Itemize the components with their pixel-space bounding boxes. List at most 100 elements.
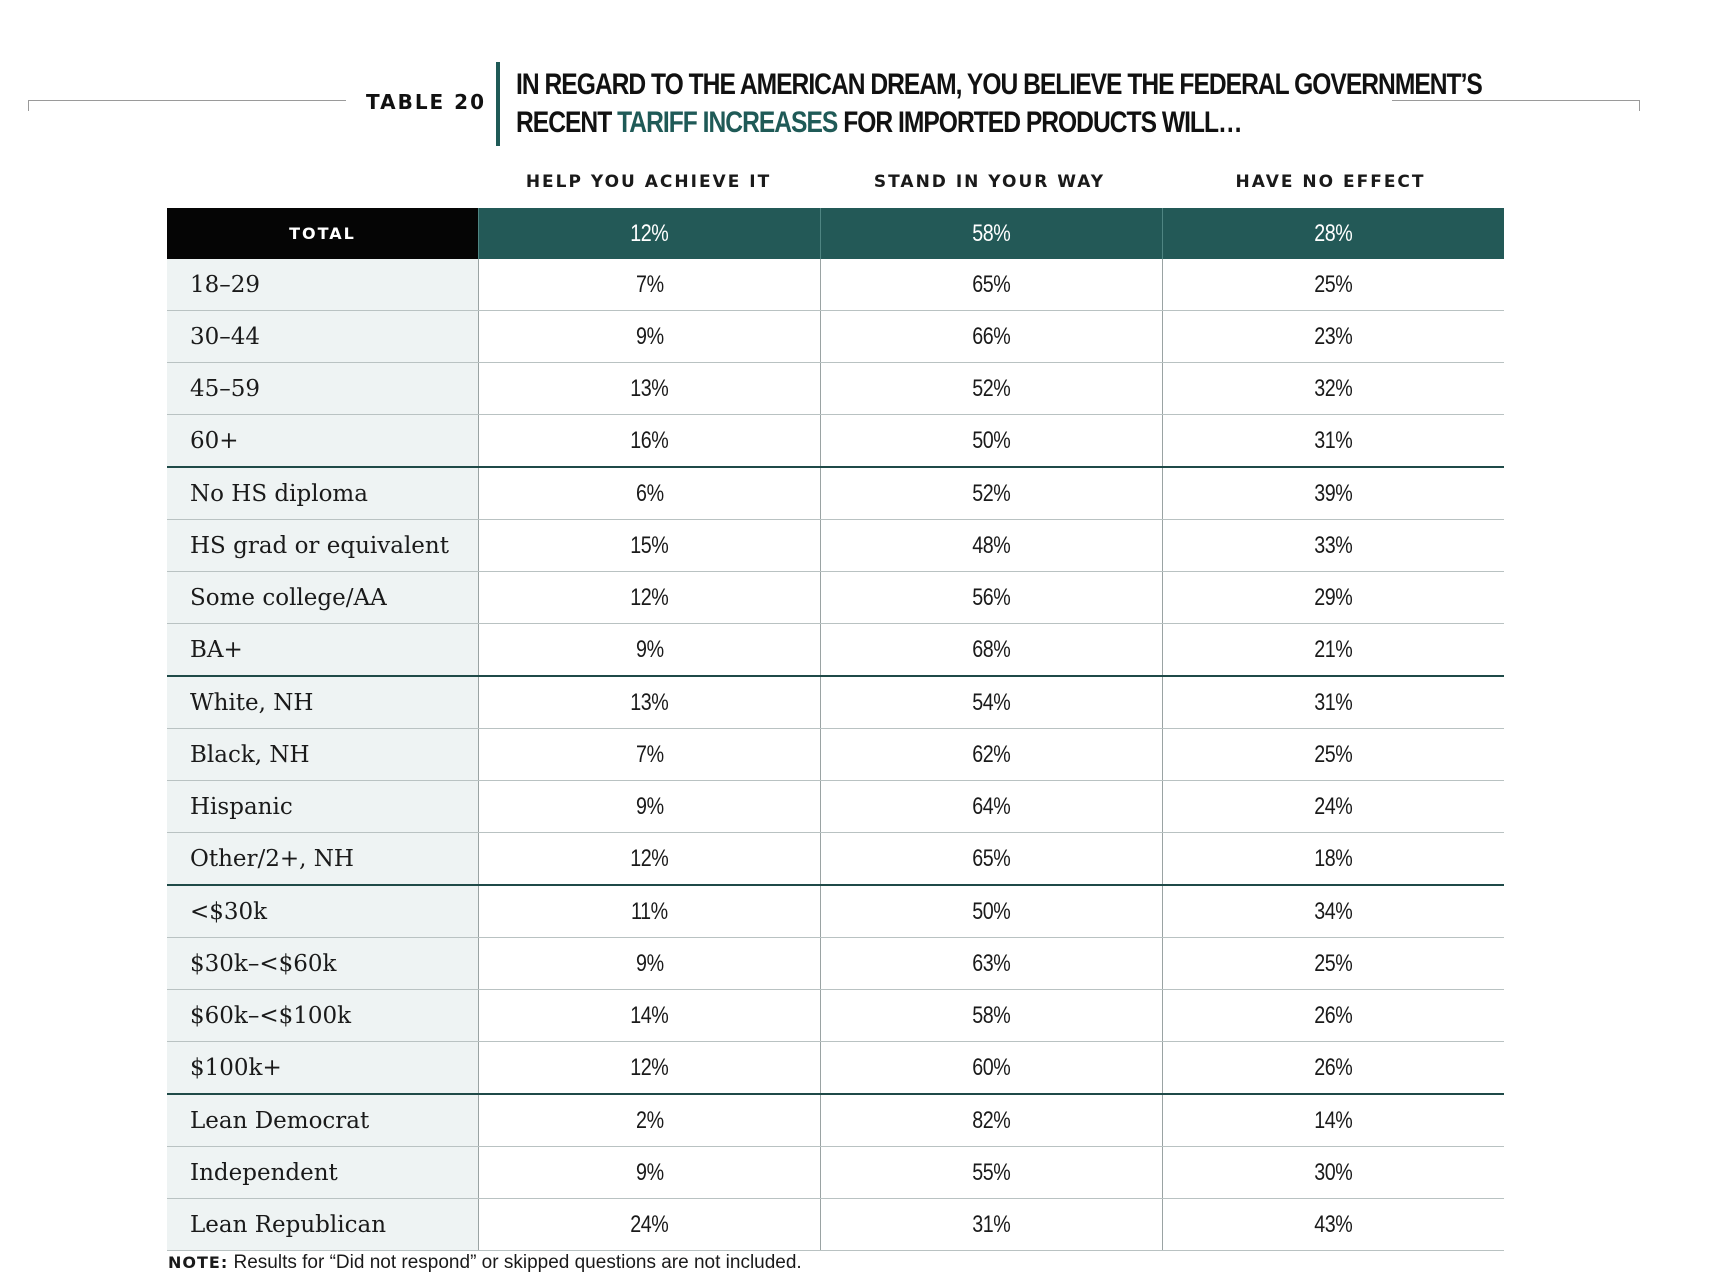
row-label: Hispanic bbox=[167, 780, 479, 833]
cell-help: 12% bbox=[478, 1041, 821, 1095]
row-label: Lean Democrat bbox=[167, 1094, 479, 1147]
title-accent-bar bbox=[496, 62, 500, 146]
row-label: Lean Republican bbox=[167, 1198, 479, 1251]
total-value-stand-in-way: 58% bbox=[820, 208, 1163, 259]
cell-help: 7% bbox=[478, 259, 821, 311]
cell-stand-in-way: 66% bbox=[820, 310, 1163, 363]
footnote: NOTE: Results for “Did not respond” or s… bbox=[168, 1252, 802, 1274]
cell-stand-in-way: 48% bbox=[820, 519, 1163, 572]
cell-stand-in-way: 52% bbox=[820, 467, 1163, 520]
cell-no-effect: 31% bbox=[1162, 414, 1504, 468]
title-line-2-prefix: RECENT bbox=[516, 106, 618, 139]
column-header-stand-in-way: STAND IN YOUR WAY bbox=[873, 172, 1106, 192]
cell-help: 13% bbox=[478, 362, 821, 415]
cell-no-effect: 21% bbox=[1162, 623, 1504, 677]
column-headers: HELP YOU ACHIEVE IT STAND IN YOUR WAY HA… bbox=[478, 172, 1502, 202]
table-number: TABLE 20 bbox=[366, 90, 487, 114]
cell-stand-in-way: 55% bbox=[820, 1146, 1163, 1199]
table-row: Lean Republican 24% 31% 43% bbox=[167, 1198, 1504, 1251]
cell-stand-in-way: 60% bbox=[820, 1041, 1163, 1095]
row-label: 18–29 bbox=[167, 259, 479, 311]
row-label: HS grad or equivalent bbox=[167, 519, 479, 572]
row-label: $60k–<$100k bbox=[167, 989, 479, 1042]
table-row: $60k–<$100k 14% 58% 26% bbox=[167, 989, 1504, 1042]
cell-help: 9% bbox=[478, 310, 821, 363]
cell-no-effect: 25% bbox=[1162, 937, 1504, 990]
cell-help: 15% bbox=[478, 519, 821, 572]
cell-no-effect: 18% bbox=[1162, 832, 1504, 886]
cell-help: 13% bbox=[478, 676, 821, 729]
row-label: 30–44 bbox=[167, 310, 479, 363]
table-title: IN REGARD TO THE AMERICAN DREAM, YOU BEL… bbox=[516, 66, 1483, 142]
cell-help: 12% bbox=[478, 832, 821, 886]
total-label: TOTAL bbox=[167, 208, 479, 259]
cell-help: 16% bbox=[478, 414, 821, 468]
cell-no-effect: 24% bbox=[1162, 780, 1504, 833]
cell-no-effect: 26% bbox=[1162, 1041, 1504, 1095]
cell-stand-in-way: 52% bbox=[820, 362, 1163, 415]
header-rule-left bbox=[28, 100, 346, 111]
cell-stand-in-way: 56% bbox=[820, 571, 1163, 624]
cell-stand-in-way: 50% bbox=[820, 885, 1163, 938]
cell-no-effect: 14% bbox=[1162, 1094, 1504, 1147]
table-row: $30k–<$60k 9% 63% 25% bbox=[167, 937, 1504, 990]
cell-stand-in-way: 65% bbox=[820, 259, 1163, 311]
cell-stand-in-way: 63% bbox=[820, 937, 1163, 990]
row-label: Independent bbox=[167, 1146, 479, 1199]
row-label: 60+ bbox=[167, 414, 479, 468]
cell-stand-in-way: 58% bbox=[820, 989, 1163, 1042]
row-label: $30k–<$60k bbox=[167, 937, 479, 990]
cell-help: 9% bbox=[478, 780, 821, 833]
title-line-1: IN REGARD TO THE AMERICAN DREAM, YOU BEL… bbox=[516, 68, 1483, 101]
title-line-2: RECENT TARIFF INCREASES FOR IMPORTED PRO… bbox=[516, 104, 1243, 142]
cell-no-effect: 29% bbox=[1162, 571, 1504, 624]
table-row: HS grad or equivalent 15% 48% 33% bbox=[167, 519, 1504, 572]
row-label: $100k+ bbox=[167, 1041, 479, 1095]
cell-stand-in-way: 68% bbox=[820, 623, 1163, 677]
table-row: Some college/AA 12% 56% 29% bbox=[167, 571, 1504, 624]
cell-no-effect: 43% bbox=[1162, 1198, 1504, 1251]
table-row: $100k+ 12% 60% 26% bbox=[167, 1041, 1504, 1095]
table-row: Independent 9% 55% 30% bbox=[167, 1146, 1504, 1199]
cell-no-effect: 25% bbox=[1162, 728, 1504, 781]
cell-help: 9% bbox=[478, 937, 821, 990]
cell-no-effect: 39% bbox=[1162, 467, 1504, 520]
row-label: Some college/AA bbox=[167, 571, 479, 624]
table-row: 60+ 16% 50% 31% bbox=[167, 414, 1504, 468]
total-row: TOTAL 12% 58% 28% bbox=[167, 208, 1504, 259]
row-label: No HS diploma bbox=[167, 467, 479, 520]
cell-stand-in-way: 82% bbox=[820, 1094, 1163, 1147]
table-row: Hispanic 9% 64% 24% bbox=[167, 780, 1504, 833]
cell-help: 14% bbox=[478, 989, 821, 1042]
column-header-help: HELP YOU ACHIEVE IT bbox=[525, 172, 772, 192]
results-table-body: TOTAL 12% 58% 28% 18–29 7% 65% 25% 30–44 9% 66… bbox=[167, 208, 1504, 1251]
row-label: <$30k bbox=[167, 885, 479, 938]
table-row: No HS diploma 6% 52% 39% bbox=[167, 467, 1504, 520]
cell-stand-in-way: 54% bbox=[820, 676, 1163, 729]
row-label: Black, NH bbox=[167, 728, 479, 781]
row-label: White, NH bbox=[167, 676, 479, 729]
table-row: 30–44 9% 66% 23% bbox=[167, 310, 1504, 363]
cell-no-effect: 34% bbox=[1162, 885, 1504, 938]
table-row: <$30k 11% 50% 34% bbox=[167, 885, 1504, 938]
total-value-no-effect: 28% bbox=[1162, 208, 1504, 259]
table-row: Other/2+, NH 12% 65% 18% bbox=[167, 832, 1504, 886]
title-accent-text: TARIFF INCREASES bbox=[617, 106, 838, 139]
cell-help: 7% bbox=[478, 728, 821, 781]
cell-no-effect: 32% bbox=[1162, 362, 1504, 415]
table-row: 18–29 7% 65% 25% bbox=[167, 259, 1504, 311]
header-rule-right bbox=[1392, 100, 1640, 111]
cell-stand-in-way: 64% bbox=[820, 780, 1163, 833]
cell-stand-in-way: 31% bbox=[820, 1198, 1163, 1251]
cell-no-effect: 31% bbox=[1162, 676, 1504, 729]
row-label: 45–59 bbox=[167, 362, 479, 415]
table-row: Lean Democrat 2% 82% 14% bbox=[167, 1094, 1504, 1147]
cell-help: 2% bbox=[478, 1094, 821, 1147]
title-line-2-suffix: FOR IMPORTED PRODUCTS WILL… bbox=[837, 106, 1242, 139]
table-row: Black, NH 7% 62% 25% bbox=[167, 728, 1504, 781]
cell-no-effect: 33% bbox=[1162, 519, 1504, 572]
cell-no-effect: 30% bbox=[1162, 1146, 1504, 1199]
footnote-label: NOTE: bbox=[168, 1253, 229, 1272]
cell-no-effect: 25% bbox=[1162, 259, 1504, 311]
row-label: Other/2+, NH bbox=[167, 832, 479, 886]
